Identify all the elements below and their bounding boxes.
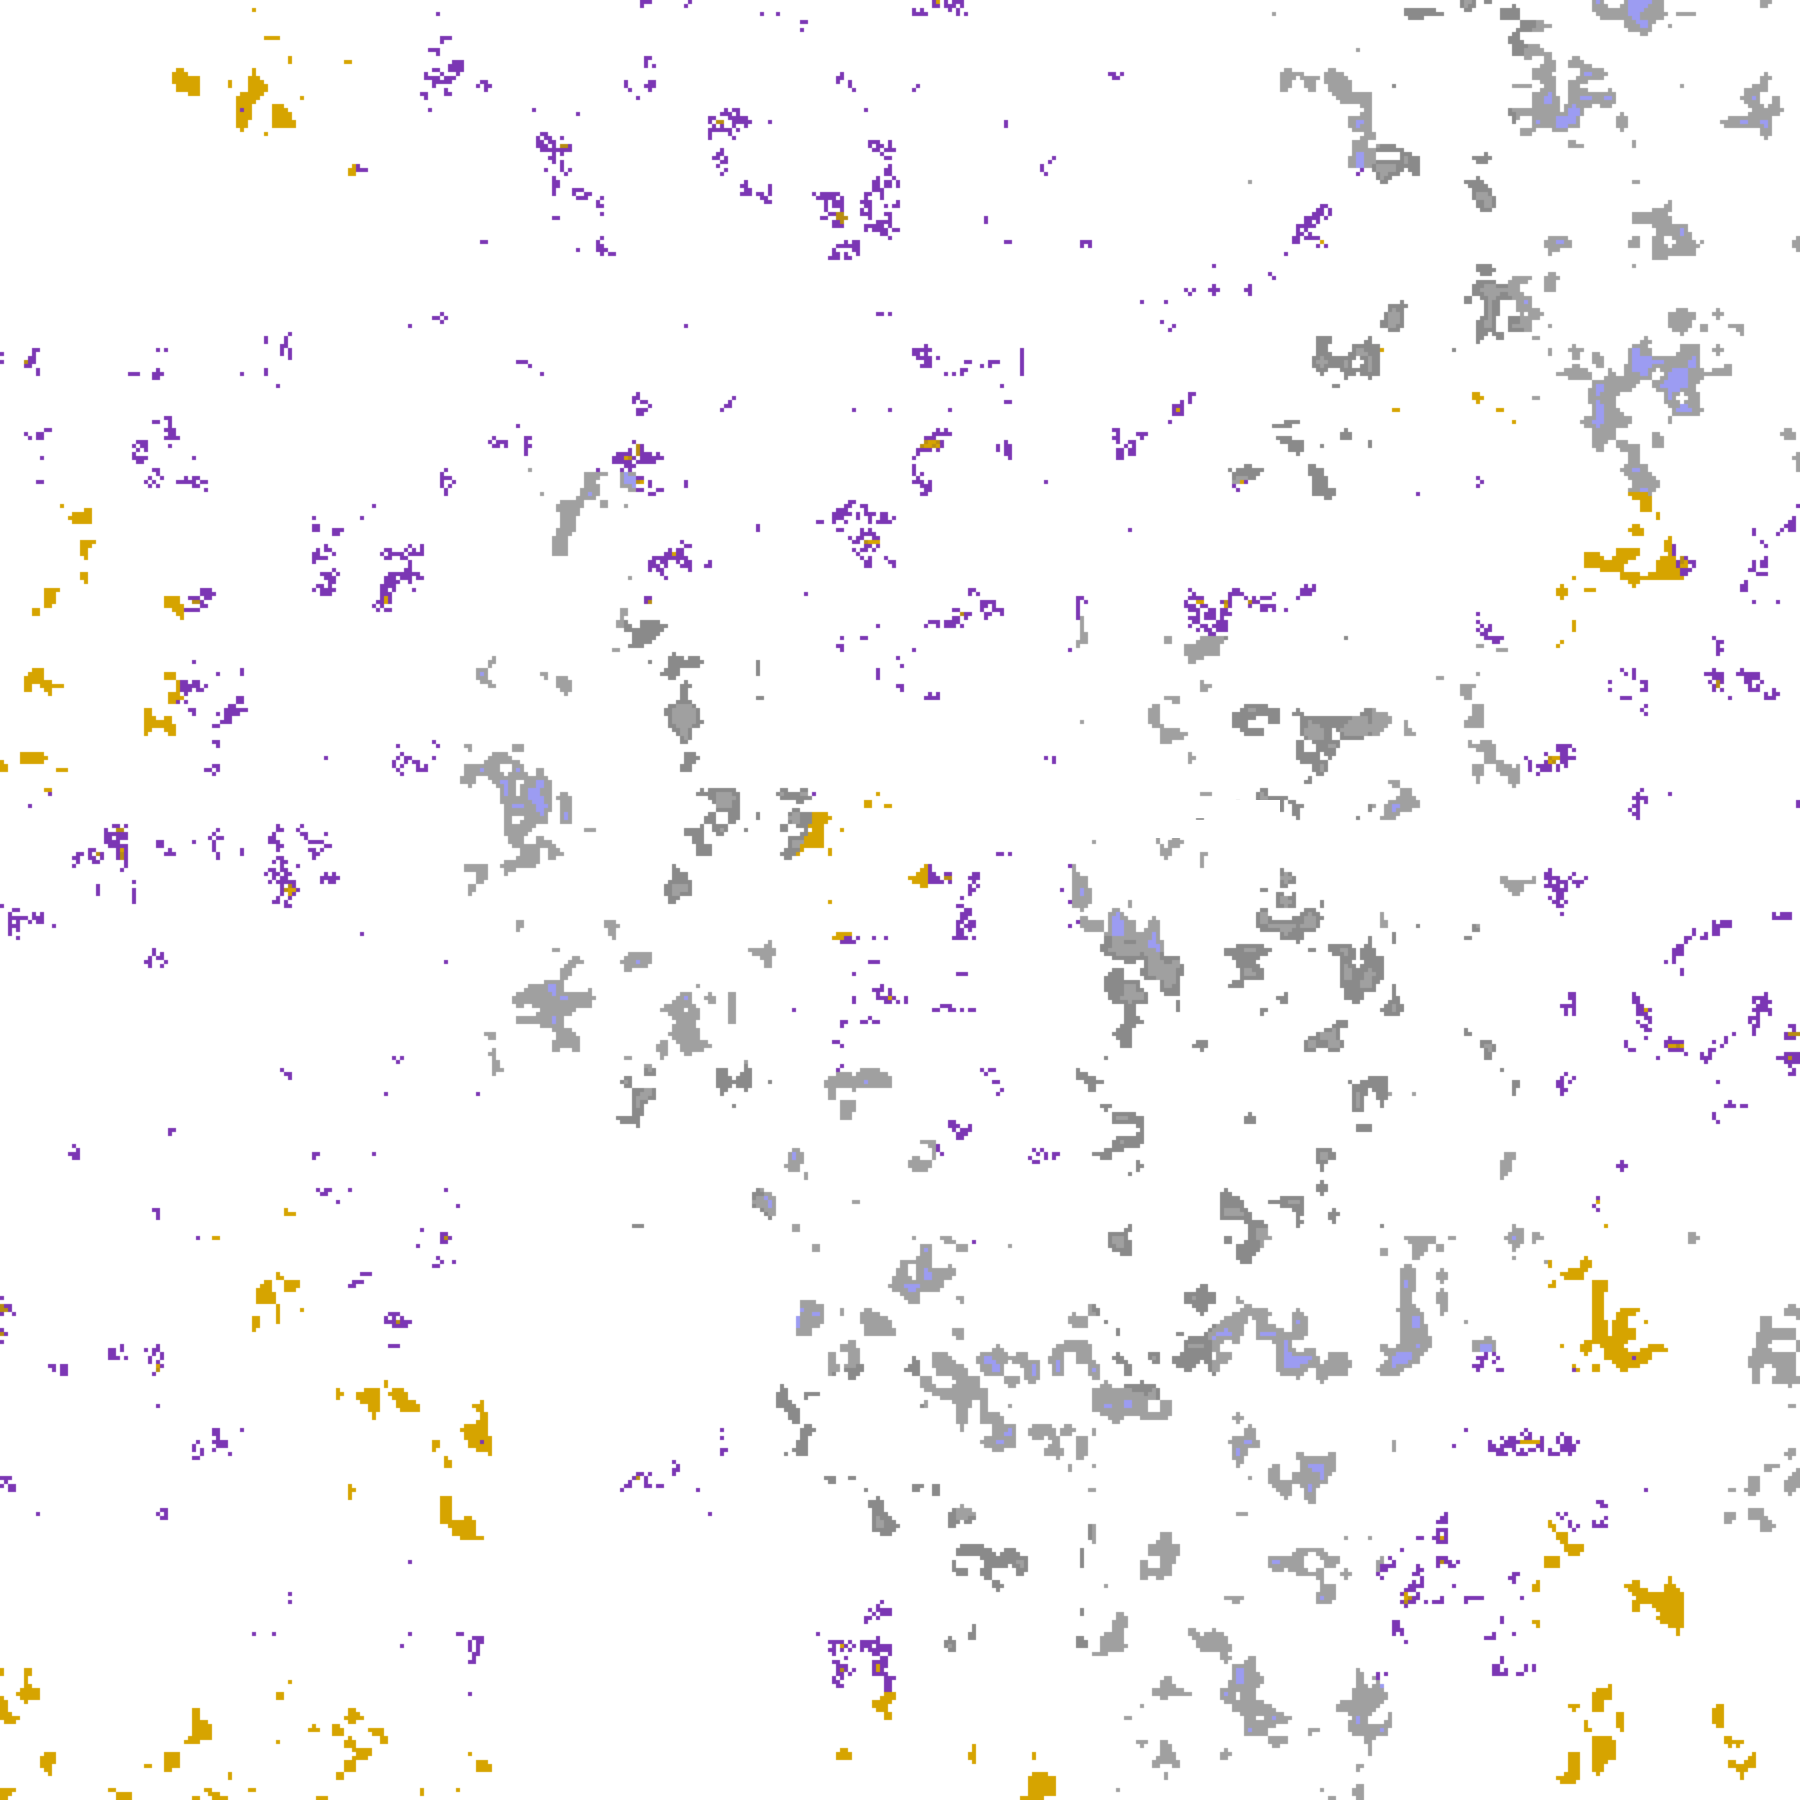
missing-data-stripe [1045,800,1280,818]
missing-data-stripe [1048,820,1280,838]
